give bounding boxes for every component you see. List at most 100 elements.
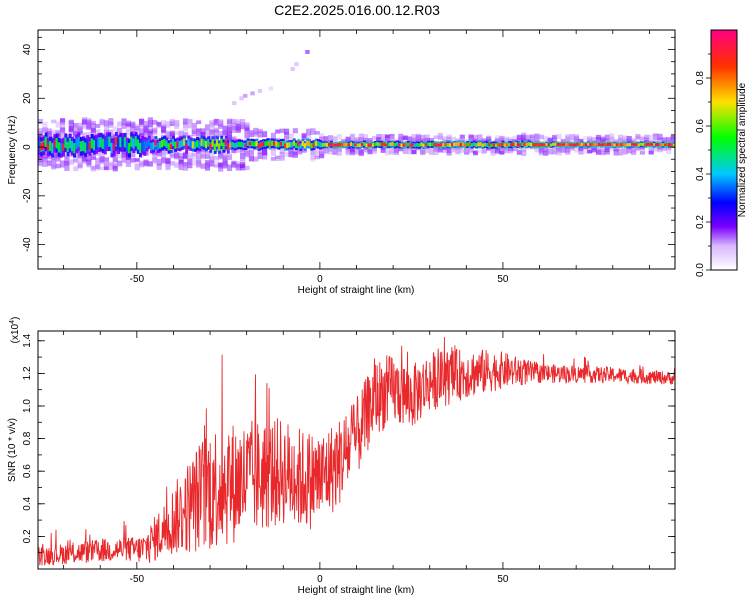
- heatmap-cell: [407, 136, 413, 143]
- heatmap-cell: [232, 101, 237, 106]
- heatmap-cell: [450, 136, 457, 143]
- heatmap-cell: [218, 120, 224, 125]
- heatmap-cell: [239, 96, 244, 101]
- heatmap-cell: [508, 146, 514, 152]
- heatmap-cell: [264, 141, 267, 147]
- heatmap-cell: [259, 142, 264, 147]
- heatmap-cell: [81, 132, 88, 137]
- heatmap-cell: [411, 149, 417, 155]
- heatmap-cell: [189, 140, 193, 148]
- heatmap-cell: [257, 89, 263, 93]
- heatmap-cell: [95, 123, 101, 128]
- heatmap-cell: [411, 137, 417, 141]
- heatmap-cell: [385, 135, 391, 142]
- heatmap-cell: [543, 143, 546, 147]
- heatmap-cell: [191, 126, 197, 132]
- heatmap-cell: [152, 157, 158, 164]
- heatmap-cell: [103, 121, 110, 126]
- heatmap-cell: [38, 161, 44, 167]
- heatmap-cell: [134, 162, 140, 170]
- heatmap-cell: [547, 142, 551, 147]
- heatmap-cell: [314, 150, 320, 157]
- heatmap-cell: [253, 127, 259, 135]
- heatmap-cell: [73, 123, 79, 128]
- heatmap-cell: [143, 133, 149, 139]
- heatmap-cell: [169, 153, 175, 158]
- heatmap-cell: [139, 132, 145, 138]
- heatmap-cell: [525, 134, 531, 141]
- heatmap-cell: [226, 144, 231, 150]
- heatmap-cell: [464, 150, 470, 155]
- heatmap-cell: [472, 135, 479, 140]
- heatmap-cell: [253, 141, 256, 147]
- heatmap-cell: [666, 138, 672, 144]
- heatmap-cell: [103, 158, 110, 162]
- heatmap-cell: [523, 142, 527, 146]
- heatmap-cell: [424, 137, 430, 144]
- heatmap-cell: [534, 133, 540, 139]
- heatmap-cell: [165, 164, 171, 171]
- heatmap-cell: [73, 159, 79, 163]
- heatmap-cell: [497, 142, 500, 147]
- heatmap-cell: [81, 123, 88, 129]
- heatmap-cell: [600, 143, 604, 147]
- heatmap-cell: [270, 150, 276, 156]
- heatmap-cell: [99, 156, 105, 162]
- heatmap-cell: [633, 143, 636, 147]
- heatmap-cell: [59, 127, 66, 134]
- heatmap-cell: [558, 143, 562, 147]
- heatmap-cell: [345, 136, 351, 143]
- y-tick-label: 20: [22, 92, 33, 104]
- heatmap-cell: [99, 122, 105, 127]
- heatmap-cell: [204, 124, 211, 130]
- heatmap-cell: [426, 142, 430, 147]
- heatmap-cell: [222, 126, 228, 132]
- heatmap-cell: [233, 142, 237, 149]
- heatmap-cell: [332, 136, 338, 141]
- heatmap-cell: [505, 142, 509, 147]
- heatmap-cell: [182, 124, 189, 131]
- heatmap-cell: [178, 130, 184, 135]
- heatmap-cell: [442, 143, 445, 147]
- heatmap-cell: [499, 135, 505, 143]
- heatmap-cell: [617, 149, 624, 156]
- colorbar-tick-label: 0.2: [695, 215, 706, 229]
- heatmap-cell: [79, 141, 83, 152]
- heatmap-cell: [257, 152, 263, 160]
- heatmap-cell: [57, 142, 61, 153]
- svg-text:(x104): (x104): [9, 317, 21, 344]
- heatmap-cell: [169, 132, 175, 137]
- heatmap-cell: [262, 142, 266, 146]
- heatmap-cell: [639, 142, 643, 146]
- y-tick-label: 0.4: [22, 496, 33, 510]
- heatmap-cell: [301, 148, 307, 153]
- heatmap-cell: [626, 135, 632, 141]
- heatmap-cell: [244, 134, 250, 139]
- heatmap-cell: [226, 134, 233, 140]
- heatmap-cell: [174, 120, 180, 128]
- heatmap-cell: [110, 142, 114, 154]
- heatmap-cell: [178, 153, 184, 159]
- heatmap-cell: [314, 147, 320, 154]
- heatmap-cell: [347, 143, 352, 147]
- heatmap-cell: [323, 149, 329, 154]
- heatmap-cell: [86, 156, 92, 162]
- heatmap-cell: [174, 152, 180, 159]
- heatmap-cell: [262, 148, 268, 156]
- heatmap-cell: [55, 158, 61, 162]
- heatmap-cell: [385, 146, 391, 153]
- heatmap-cell: [70, 140, 74, 152]
- heatmap-cell: [226, 154, 233, 160]
- heatmap-cell: [59, 132, 66, 140]
- heatmap-cell: [240, 122, 246, 130]
- x-tick-label: -50: [130, 274, 145, 285]
- heatmap-cell: [299, 143, 302, 149]
- heatmap-cell: [139, 142, 142, 154]
- heatmap-cell: [569, 134, 575, 141]
- heatmap-cell: [200, 164, 206, 168]
- heatmap-cell: [226, 153, 233, 160]
- heatmap-cell: [152, 142, 155, 150]
- heatmap-cell: [319, 154, 325, 159]
- heatmap-cell: [156, 150, 162, 157]
- heatmap-cell: [235, 123, 241, 131]
